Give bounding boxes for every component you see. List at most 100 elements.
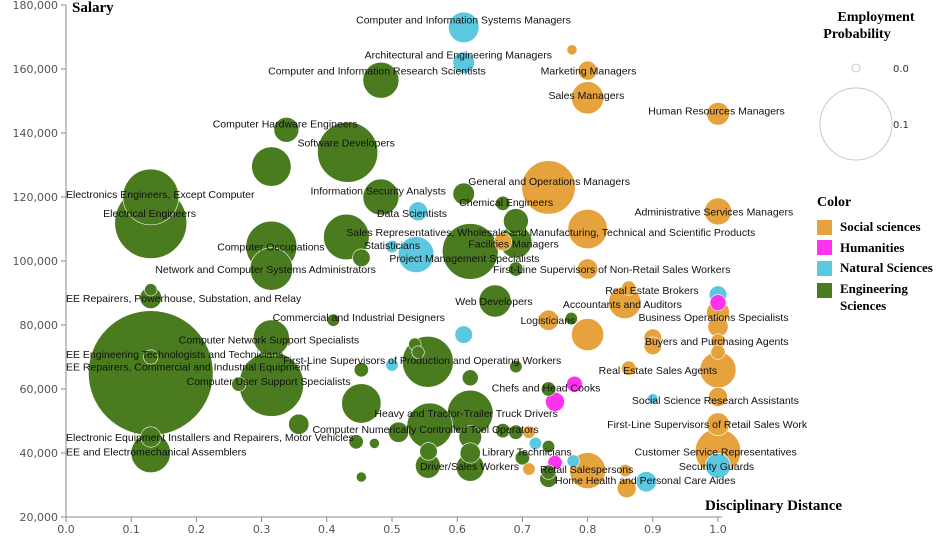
bubble-point[interactable]	[564, 312, 578, 326]
bubble-point[interactable]	[566, 375, 583, 393]
bubble-point[interactable]	[323, 213, 370, 261]
size-legend-small-label: 0.0	[893, 64, 909, 75]
bubble-network-and-computer-systems-administrators[interactable]	[249, 247, 293, 291]
bubble-point[interactable]	[419, 442, 438, 461]
bubble-point[interactable]	[459, 442, 481, 464]
label-marketing-managers: Marketing Managers	[541, 66, 637, 78]
bubble-social-science-research-assistants[interactable]	[708, 387, 728, 407]
bubble-point[interactable]	[643, 336, 662, 355]
bubble-point[interactable]	[288, 413, 310, 435]
y-tick-label: 60,000	[20, 383, 59, 396]
label-home-health-and-personal-care-aides: Home Health and Personal Care Aides	[555, 475, 735, 487]
color-legend: Color Social sciences Humanities Natural…	[817, 195, 933, 313]
bubble-facilities-managers[interactable]	[493, 232, 512, 251]
bubble-point[interactable]	[454, 325, 473, 344]
bubble-point[interactable]	[385, 358, 399, 372]
label-retail-salespersons: Retail Salespersons	[540, 464, 633, 476]
bubble-point[interactable]	[709, 294, 727, 311]
bubble-computer-network-support-specialists[interactable]	[253, 319, 290, 357]
bubble-point[interactable]	[635, 471, 657, 493]
bubble-point[interactable]	[566, 454, 580, 468]
x-tick-label: 0.7	[514, 523, 532, 536]
label-data-scientists: Data Scientists	[377, 208, 447, 220]
bubble-computer-and-information-systems-managers[interactable]	[448, 11, 480, 43]
bubble-point[interactable]	[341, 383, 382, 424]
bubble-first-line-supervisors-of-non-retail-sales-workers[interactable]	[577, 258, 599, 280]
bubble-chefs-and-head-cooks[interactable]	[540, 381, 556, 397]
bubble-software-developers[interactable]	[317, 121, 379, 183]
bubble-computer-and-information-research-scientists[interactable]	[362, 61, 400, 99]
bubble-commercial-and-industrial-designers[interactable]	[326, 313, 340, 327]
bubble-sales-managers[interactable]	[571, 81, 604, 115]
bubble-general-and-operations-managers[interactable]	[521, 160, 576, 215]
bubble-point[interactable]	[452, 182, 475, 205]
bubble-library-technicians[interactable]	[541, 440, 556, 454]
bubble-web-developers[interactable]	[478, 284, 512, 318]
bubble-architectural-and-engineering-managers[interactable]	[452, 51, 475, 74]
bubble-point[interactable]	[616, 478, 637, 499]
x-tick-label: 0.4	[318, 523, 336, 536]
bubble-statisticians[interactable]	[385, 240, 399, 254]
y-tick-label: 180,000	[13, 0, 59, 12]
bubble-point[interactable]	[508, 261, 524, 277]
bubble-human-resources-managers[interactable]	[706, 102, 730, 126]
bubble-point[interactable]	[566, 44, 578, 56]
bubble-point[interactable]	[509, 360, 523, 374]
bubble-ee-engineering-technologists-and-technicians[interactable]	[143, 349, 159, 365]
bubble-point[interactable]	[355, 471, 367, 483]
x-tick-label: 0.1	[122, 523, 140, 536]
bubble-information-security-analysts[interactable]	[362, 178, 400, 216]
label-general-and-operations-managers: General and Operations Managers	[468, 176, 630, 188]
bubble-point[interactable]	[369, 438, 380, 449]
bubble-point[interactable]	[522, 425, 536, 439]
bubble-point[interactable]	[618, 464, 632, 478]
size-legend-small-circle	[851, 63, 861, 73]
bubble-security-guards[interactable]	[705, 453, 731, 479]
label-security-guards: Security Guards	[679, 461, 754, 473]
bubble-point[interactable]	[251, 146, 292, 187]
bubble-sales-representatives-wholesale-and-manufacturing-technical-and-scientific-products[interactable]	[567, 208, 608, 250]
bubble-point[interactable]	[411, 345, 425, 359]
bubble-point[interactable]	[647, 393, 659, 404]
bubble-point[interactable]	[461, 369, 479, 387]
bubble-point[interactable]	[352, 248, 371, 267]
bubble-point[interactable]	[514, 450, 530, 466]
size-legend-large-label: 0.1	[893, 120, 909, 131]
bubble-computer-numerically-controlled-tool-operators[interactable]	[388, 421, 410, 443]
bubble-point[interactable]	[348, 434, 364, 450]
label-real-estate-sales-agents: Real Estate Sales Agents	[599, 365, 718, 377]
bubble-electronic-equipment-installers-and-repairers-motor-vehicles[interactable]	[140, 426, 162, 448]
bubble-point[interactable]	[540, 464, 556, 480]
bubble-chemical-engineers[interactable]	[495, 195, 511, 211]
bubble-point[interactable]	[503, 208, 529, 234]
bubble-point[interactable]	[231, 376, 247, 392]
bubble-administrative-services-managers[interactable]	[704, 197, 732, 226]
label-real-estate-brokers: Real Estate Brokers	[605, 285, 698, 297]
bubble-point[interactable]	[621, 360, 637, 376]
bubble-marketing-managers[interactable]	[577, 60, 598, 81]
bubble-point[interactable]	[710, 344, 726, 360]
bubble-electronics-engineers-except-computer[interactable]	[122, 168, 179, 226]
bubble-point[interactable]	[353, 362, 369, 378]
color-legend-title: Color	[817, 195, 851, 210]
x-tick-label: 0.6	[448, 523, 466, 536]
label-commercial-and-industrial-designers: Commercial and Industrial Designers	[273, 312, 445, 324]
bubble-point[interactable]	[442, 223, 499, 280]
label-software-developers: Software Developers	[297, 138, 394, 150]
bubble-computer-hardware-engineers[interactable]	[273, 117, 300, 143]
bubble-project-management-specialists[interactable]	[397, 236, 435, 273]
bubble-point[interactable]	[144, 283, 158, 297]
legend-swatch-natural-sciences	[817, 261, 832, 276]
bubble-first-line-supervisors-of-retail-sales-work[interactable]	[706, 412, 730, 436]
label-human-resources-managers: Human Resources Managers	[648, 106, 785, 118]
label-sales-representatives-wholesale-and-manufacturing-technical-and-scientific-products: Sales Representatives, Wholesale and Man…	[346, 227, 755, 239]
bubble-point[interactable]	[528, 436, 542, 450]
bubble-real-estate-brokers[interactable]	[621, 280, 637, 296]
legend-swatch-humanities	[817, 240, 832, 255]
bubble-data-scientists[interactable]	[408, 201, 428, 222]
bubble-point[interactable]	[571, 318, 604, 351]
bubble-logisticians[interactable]	[537, 309, 559, 331]
bubble-point[interactable]	[522, 462, 536, 476]
label-ee-repairers-powerhouse-substation-and-relay: EE Repairers, Powerhouse, Substation, an…	[66, 293, 302, 305]
